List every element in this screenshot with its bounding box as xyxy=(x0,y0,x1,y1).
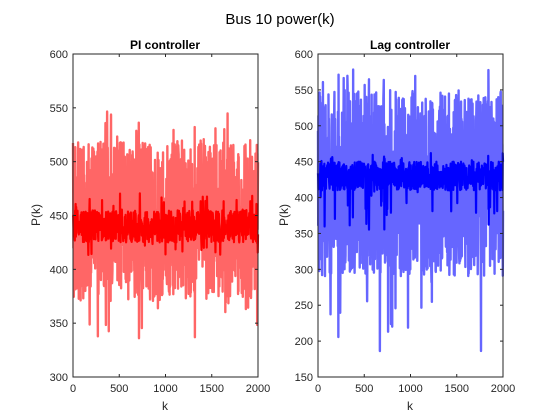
lag-y-tick-label: 300 xyxy=(295,264,313,276)
pi-axes xyxy=(72,53,259,378)
lag-x-tick-labels: 0 500 1000 1500 2000 xyxy=(315,383,515,395)
lag-noisy-band-line xyxy=(316,68,505,353)
pi-y-tick-labels: 300 350 400 450 500 550 600 xyxy=(50,49,68,384)
pi-x-tick-label: 500 xyxy=(110,383,128,395)
pi-y-tick-label: 400 xyxy=(50,264,68,276)
lag-y-tick-labels: 150 200 250 300 350 400 450 500 550 600 xyxy=(295,49,313,384)
lag-y-tick-label: 450 xyxy=(295,157,313,169)
lag-core-series xyxy=(316,152,505,231)
figure-title: Bus 10 power(k) xyxy=(225,11,334,28)
lag-controller-panel: 0 500 1000 1500 2000 150 200 250 300 350 400 450 50… xyxy=(277,38,515,413)
lag-y-tick-label: 500 xyxy=(295,121,313,133)
pi-x-tick-label: 0 xyxy=(70,383,76,395)
pi-y-tick-label: 300 xyxy=(50,372,68,384)
lag-panel-title: Lag controller xyxy=(370,38,450,52)
lag-y-axis-label: P(k) xyxy=(277,204,291,226)
lag-y-tick-label: 250 xyxy=(295,300,313,312)
lag-y-tick-label: 350 xyxy=(295,228,313,240)
pi-y-tick-label: 450 xyxy=(50,211,68,223)
pi-y-tick-label: 550 xyxy=(50,103,68,115)
pi-controller-panel: 0 500 1000 1500 2000 300 350 400 450 500 550 600 P… xyxy=(29,38,270,413)
pi-core-series xyxy=(71,192,260,257)
lag-y-tick-label: 400 xyxy=(295,193,313,205)
lag-x-tick-label: 1500 xyxy=(445,383,469,395)
lag-noisy-band-series xyxy=(316,68,505,353)
lag-y-tick-label: 200 xyxy=(295,336,313,348)
pi-x-axis-label: k xyxy=(162,399,169,413)
pi-y-axis-label: P(k) xyxy=(29,204,43,226)
lag-x-tick-label: 1000 xyxy=(398,383,422,395)
pi-x-tick-label: 1000 xyxy=(153,383,177,395)
pi-y-tick-label: 600 xyxy=(50,49,68,61)
pi-y-tick-label: 500 xyxy=(50,157,68,169)
pi-x-tick-label: 1500 xyxy=(200,383,224,395)
lag-x-tick-label: 500 xyxy=(355,383,373,395)
lag-core-line xyxy=(316,152,505,231)
lag-axes xyxy=(317,53,504,378)
pi-y-tick-label: 350 xyxy=(50,318,68,330)
pi-noisy-band-line xyxy=(71,110,260,340)
pi-x-tick-label: 2000 xyxy=(246,383,270,395)
lag-x-tick-label: 2000 xyxy=(491,383,515,395)
lag-x-axis-label: k xyxy=(407,399,414,413)
lag-y-tick-label: 550 xyxy=(295,85,313,97)
lag-x-tick-label: 0 xyxy=(315,383,321,395)
pi-core-line xyxy=(71,192,260,257)
lag-y-tick-label: 150 xyxy=(295,372,313,384)
pi-x-tick-labels: 0 500 1000 1500 2000 xyxy=(70,383,270,395)
pi-panel-title: PI controller xyxy=(130,38,200,52)
pi-noisy-band-series xyxy=(71,110,260,340)
lag-y-tick-label: 600 xyxy=(295,49,313,61)
